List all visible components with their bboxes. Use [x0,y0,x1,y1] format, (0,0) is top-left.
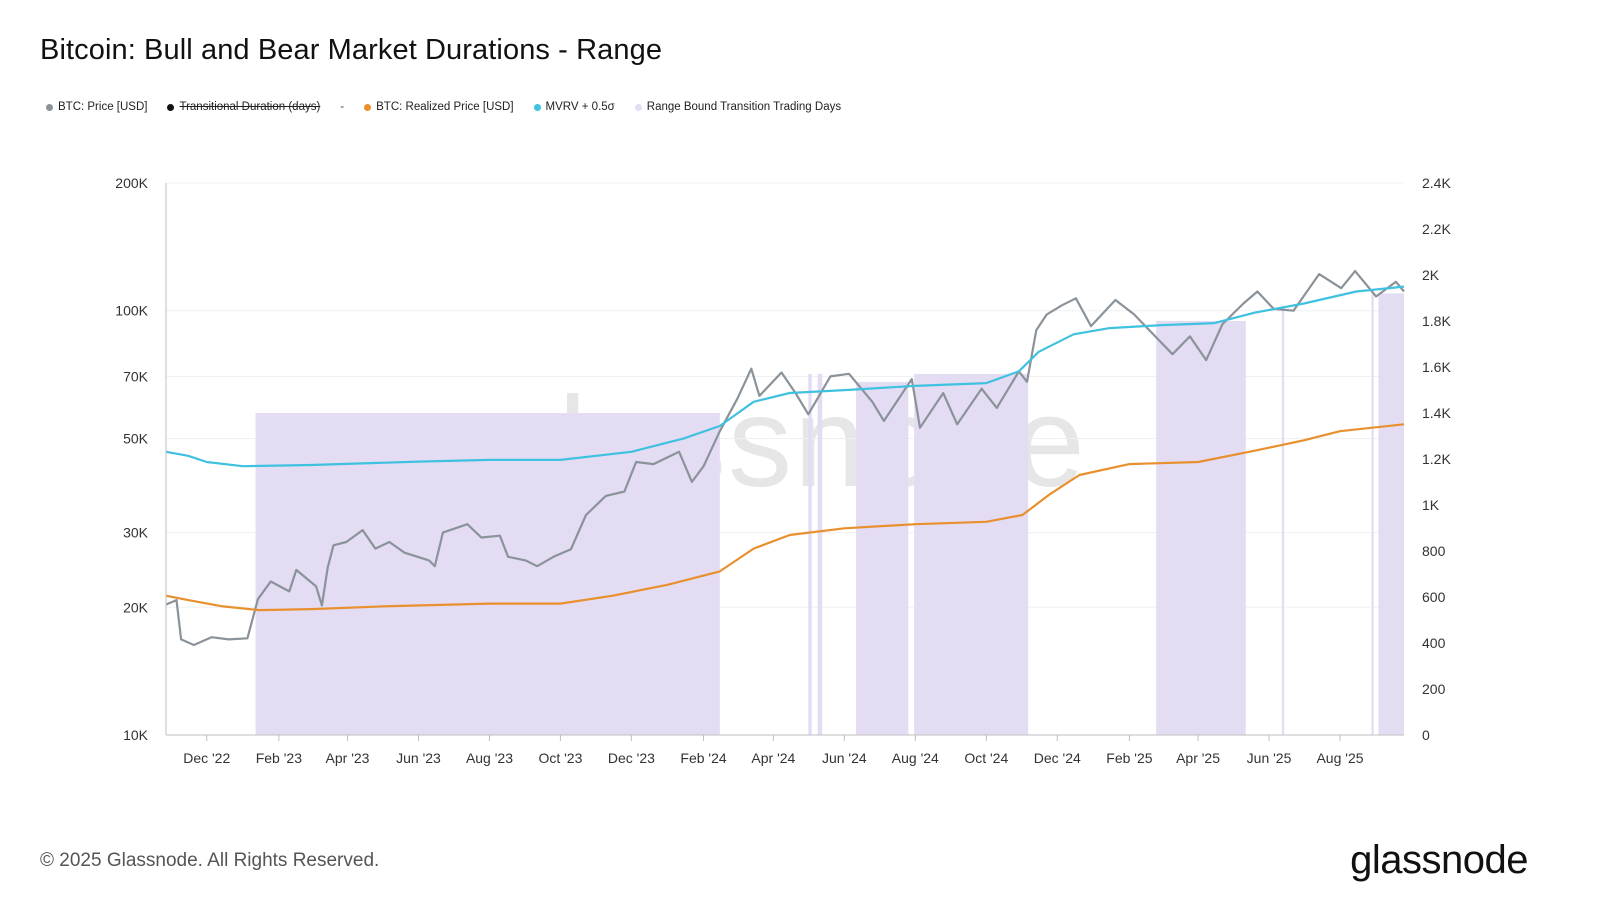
x-tick-label: Apr '25 [1176,750,1220,766]
range-bound-band [1281,306,1285,735]
left-tick-label: 30K [123,525,149,541]
x-tick-label: Oct '24 [964,750,1008,766]
right-axis-ticks: 0 200 400 600 800 1K 1.2K 1.4K 1.6K 1.8K 2K 2.2K 2.4… [1422,175,1451,743]
legend-marker-transitional-duration [167,103,175,111]
x-tick-label: Apr '24 [751,750,795,766]
right-tick-label: 1.4K [1422,405,1451,421]
legend-marker-realized-price [364,103,372,111]
right-tick-label: 1.6K [1422,359,1451,375]
x-tick-label: Dec '23 [608,750,655,766]
legend-marker-range-bound [634,103,642,111]
right-tick-label: 1.8K [1422,313,1451,329]
copyright-footer: © 2025 Glassnode. All Rights Reserved. [40,850,380,871]
x-tick-label: Jun '25 [1247,750,1292,766]
x-tick-label: Aug '24 [892,750,939,766]
x-tick-label: Aug '23 [466,750,513,766]
legend-label: Transitional Duration (days) [179,101,321,113]
left-tick-label: 10K [123,727,149,743]
legend-label: BTC: Price [USD] [58,101,148,113]
right-tick-label: 1K [1422,497,1440,513]
left-tick-label: 200K [115,175,148,191]
right-tick-label: 200 [1422,681,1446,697]
range-bound-band [855,381,909,735]
range-bound-bands [255,293,1404,735]
realized-price-line [165,423,1405,612]
chart-title: Bitcoin: Bull and Bear Market Durations … [40,34,663,66]
range-bound-band [1156,321,1246,735]
legend-item-btc-price[interactable]: BTC: Price [USD] [46,101,147,113]
x-tick-label: Dec '22 [183,750,230,766]
legend-label: MVRV + 0.5σ [545,101,615,113]
x-tick-label: Jun '24 [822,750,867,766]
range-bound-band [1371,293,1374,735]
series-lines [165,270,1405,647]
left-tick-label: 20K [123,599,149,615]
legend-marker-btc-price [46,103,53,111]
right-tick-label: 400 [1422,635,1446,651]
legend-label: BTC: Realized Price [USD] [376,101,514,113]
right-tick-label: 600 [1422,589,1446,605]
glassnode-logo[interactable]: glassnode [1350,838,1528,882]
range-bound-band [255,413,720,735]
x-tick-label: Feb '24 [680,750,726,766]
right-tick-label: 2.4K [1422,175,1451,191]
right-tick-label: 800 [1422,543,1446,559]
legend: BTC: Price [USD] Transitional Duration (… [46,101,861,113]
range-bound-band [914,373,1029,735]
range-bound-band [817,373,823,735]
left-tick-label: 50K [123,430,149,446]
x-tick-label: Oct '23 [538,750,582,766]
legend-item-transitional-duration[interactable]: Transitional Duration (days) [167,101,320,113]
legend-item-range-bound[interactable]: Range Bound Transition Trading Days [634,101,842,113]
right-tick-label: 0 [1422,727,1430,743]
range-bound-band [1378,293,1404,735]
x-tick-label: Apr '23 [326,750,370,766]
legend-separator: - [340,101,345,113]
legend-label: Range Bound Transition Trading Days [646,101,842,113]
left-axis-ticks: 10K 20K 30K 50K 70K 100K 200K [115,175,148,743]
mvrv-line [165,285,1405,468]
right-tick-label: 1.2K [1422,451,1451,467]
legend-item-realized-price[interactable]: BTC: Realized Price [USD] [364,101,514,113]
x-axis-ticks: Dec '22 Feb '23 Apr '23 Jun '23 Aug '23 Oct '… [183,735,1364,766]
legend-item-mvrv[interactable]: MVRV + 0.5σ [533,101,615,113]
right-tick-label: 2.2K [1422,221,1451,237]
x-tick-label: Jun '23 [396,750,441,766]
legend-marker-mvrv [533,103,541,111]
range-bound-band [808,373,812,735]
x-tick-label: Feb '25 [1106,750,1152,766]
left-tick-label: 70K [123,368,149,384]
x-tick-label: Dec '24 [1034,750,1081,766]
right-tick-label: 2K [1422,267,1440,283]
x-tick-label: Aug '25 [1316,750,1363,766]
x-tick-label: Feb '23 [256,750,302,766]
left-tick-label: 100K [115,303,148,319]
btc-price-line [165,270,1405,647]
